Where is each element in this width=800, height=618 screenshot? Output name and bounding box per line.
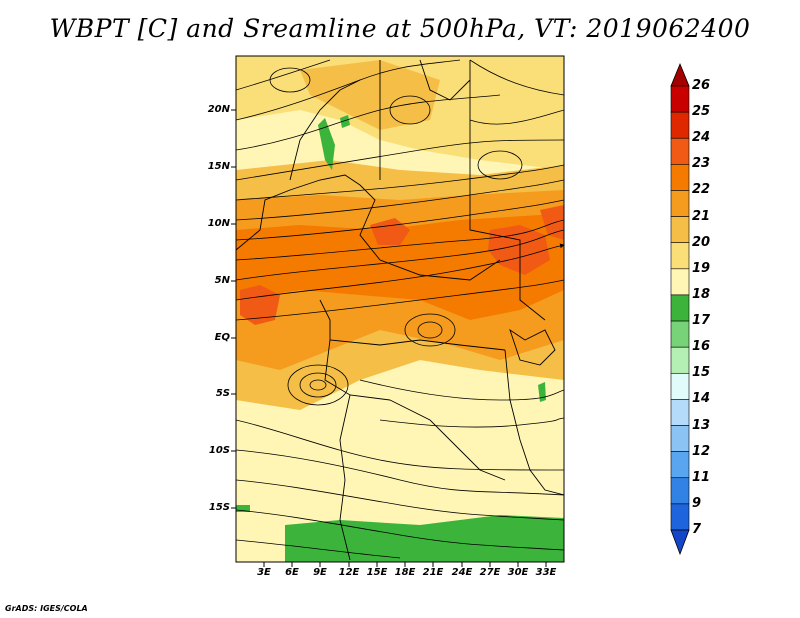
colorbar-swatch: [670, 216, 690, 244]
colorbar-bottom-arrow: [670, 529, 690, 556]
colorbar-label: 22: [692, 182, 711, 198]
colorbar-label: 24: [692, 130, 711, 146]
colorbar-label: 23: [692, 156, 711, 172]
colorbar-swatch: [670, 346, 690, 374]
lon-label: 27E: [479, 567, 501, 578]
lon-label: 30E: [507, 567, 529, 578]
colorbar-swatch: [670, 85, 690, 113]
lat-label: 15S: [208, 502, 230, 513]
colorbar-label: 9: [692, 495, 702, 511]
map-field: [236, 56, 564, 562]
colorbar-swatch: [670, 477, 690, 505]
colorbar-label: 25: [692, 104, 711, 120]
colorbar-top-arrow: [670, 62, 690, 87]
colorbar-label: 16: [692, 339, 711, 355]
lat-label: 10N: [207, 218, 230, 229]
colorbar-swatch: [670, 451, 690, 479]
colorbar-label: 14: [692, 391, 711, 407]
colorbar-swatch: [670, 425, 690, 452]
colorbar-label: 18: [692, 286, 711, 302]
lat-label: 20N: [207, 104, 230, 115]
colorbar-label: 7: [692, 522, 702, 537]
colorbar-label: 19: [692, 260, 711, 276]
streamlines: [236, 59, 564, 559]
colorbar-swatch: [670, 372, 690, 400]
colorbar-label: 21: [692, 208, 711, 224]
lat-label: EQ: [214, 332, 230, 343]
lat-ticks: [231, 109, 236, 509]
colorbar-swatch: [670, 137, 690, 165]
colorbar: [670, 62, 690, 556]
lon-label: 18E: [394, 567, 416, 578]
colorbar-swatch: [670, 320, 690, 348]
lon-label: 3E: [257, 567, 271, 578]
colorbar-swatch: [670, 294, 690, 322]
colorbar-swatch: [670, 399, 690, 426]
lon-label: 15E: [366, 567, 388, 578]
lon-label: 21E: [422, 567, 444, 578]
chart-title: WBPT [C] and Sreamline at 500hPa, VT: 20…: [49, 14, 751, 43]
lat-label: 5N: [214, 275, 230, 286]
colorbar-swatch: [670, 503, 690, 531]
colorbar-label: 20: [692, 234, 711, 250]
colorbar-label: 17: [692, 313, 711, 329]
colorbar-swatch: [670, 111, 690, 139]
colorbar-swatch: [670, 242, 690, 270]
colorbar-label: 15: [692, 365, 711, 381]
lat-label: 15N: [207, 161, 230, 172]
colorbar-swatch: [670, 164, 690, 191]
lon-label: 12E: [338, 567, 360, 578]
colorbar-label: 12: [692, 443, 711, 459]
colorbar-label: 13: [692, 417, 711, 433]
colorbar-label: 26: [692, 78, 711, 93]
colorbar-swatch: [670, 190, 690, 217]
lon-label: 6E: [285, 567, 299, 578]
country-borders: [236, 59, 564, 561]
colorbar-swatch: [670, 268, 690, 296]
lon-label: 24E: [451, 567, 473, 578]
footer-credit: GrADS: IGES/COLA: [5, 604, 88, 613]
colorbar-label: 11: [692, 469, 711, 485]
lat-label: 5S: [215, 388, 230, 399]
lon-ticks: [263, 562, 547, 567]
map-frame: [235, 55, 565, 563]
lon-label: 33E: [535, 567, 557, 578]
lon-label: 9E: [313, 567, 327, 578]
lat-label: 10S: [208, 445, 230, 456]
